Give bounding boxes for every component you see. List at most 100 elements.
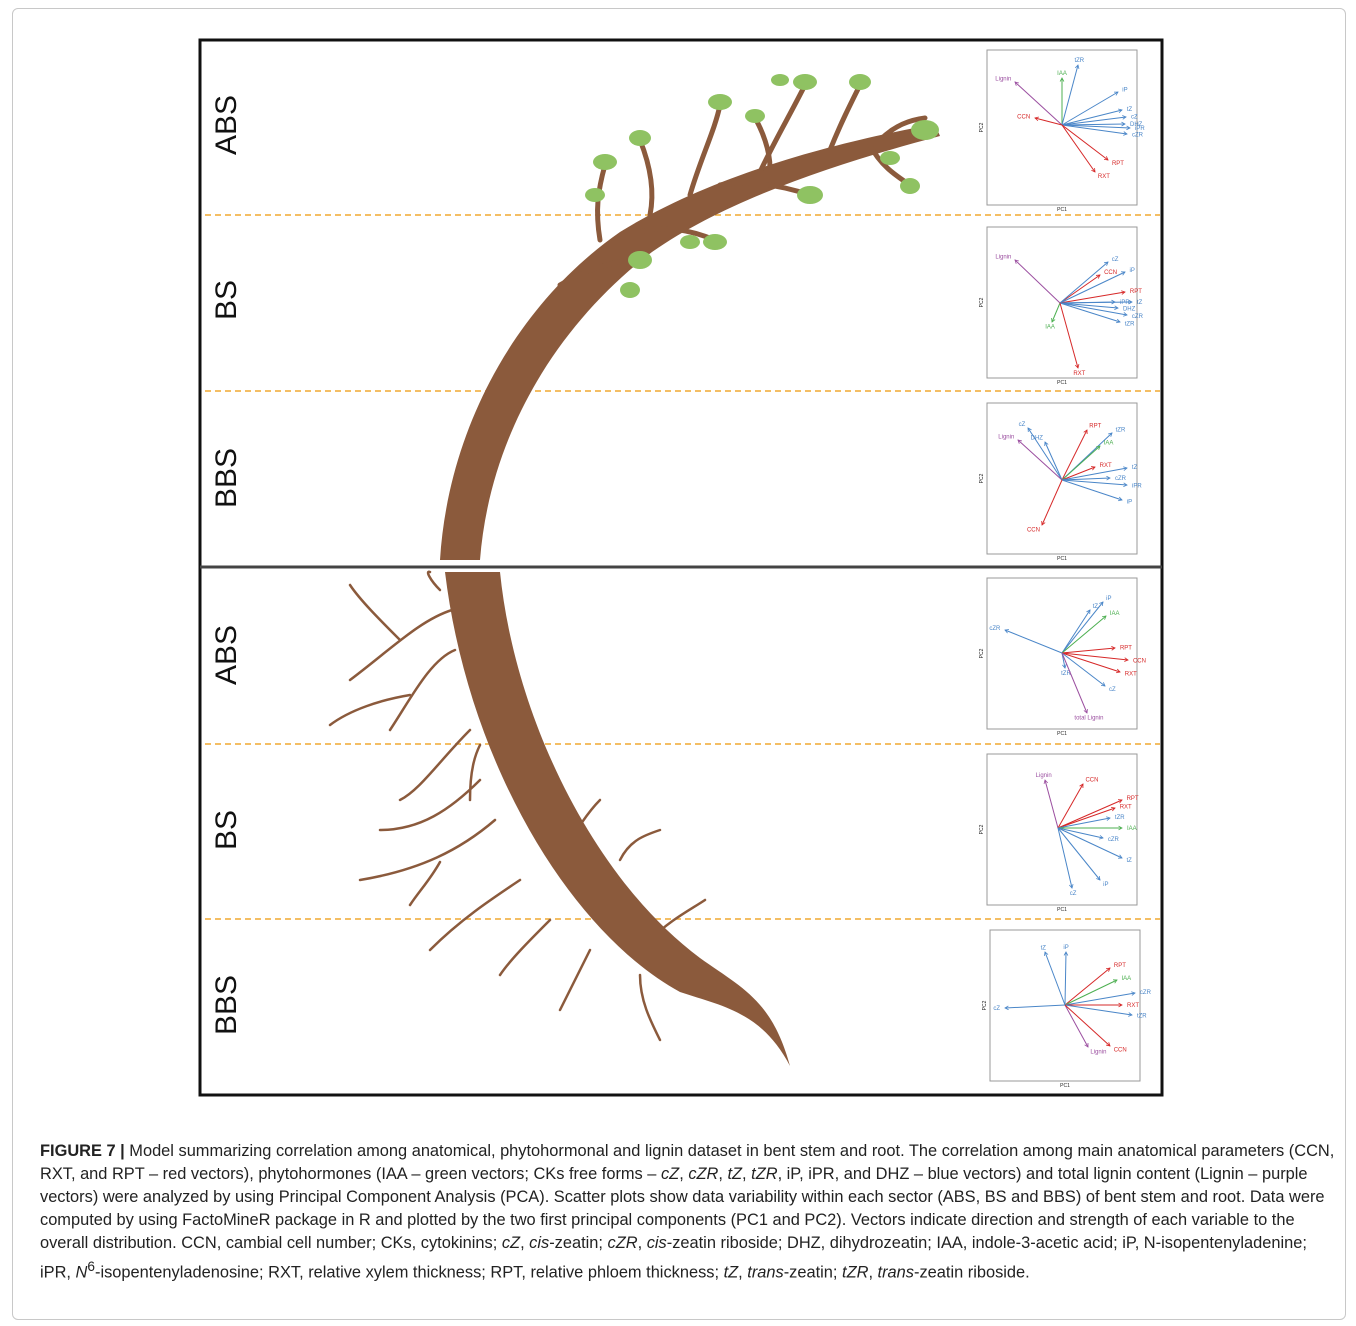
- pca-vector-label: iPR: [1132, 483, 1142, 489]
- pca-vector: [1059, 302, 1128, 316]
- pca-arrowhead: [1114, 305, 1119, 310]
- pca-arrowhead: [1099, 601, 1104, 607]
- caption-text: ,: [742, 1165, 752, 1183]
- sector-label: BS: [210, 280, 243, 320]
- caption-text: cZR: [688, 1165, 719, 1183]
- pca-arrowhead: [1123, 312, 1128, 317]
- pca-vector-label: RXT: [1100, 463, 1112, 469]
- pca-vector: [1059, 274, 1101, 304]
- pca-vector-label: tZ: [1132, 465, 1138, 471]
- pca-vector-label: RXT: [1098, 174, 1110, 180]
- pca-y-label: PC2: [979, 473, 985, 483]
- figure: ABSBSBBSABSBSBBSPC1PC2LigninIAAtZRiPtZcZ…: [198, 38, 1164, 1097]
- caption-text: trans: [747, 1263, 784, 1282]
- pca-vector: [1059, 302, 1121, 323]
- pca-vector: [1017, 439, 1063, 481]
- pca-vector-label: CCN: [1085, 778, 1098, 784]
- caption-text: cZR: [607, 1234, 638, 1252]
- pca-vector: [1057, 827, 1123, 859]
- pca-vector: [1051, 302, 1061, 323]
- pca-vector: [1034, 117, 1063, 126]
- pca-vector-label: Lignin: [995, 255, 1011, 261]
- pca-arrowhead: [1120, 271, 1126, 276]
- pca-arrowhead: [1121, 121, 1126, 127]
- pca-arrowhead: [1118, 108, 1123, 114]
- pca-arrowhead: [1096, 875, 1101, 881]
- root-drawing: [328, 570, 790, 1066]
- pca-arrowhead: [1115, 318, 1121, 324]
- caption-text: tZR: [751, 1165, 778, 1183]
- pca-vector-label: iP: [1127, 500, 1132, 506]
- caption-text: ,: [679, 1165, 689, 1183]
- pca-vector: [1064, 992, 1136, 1006]
- caption-text: cZ: [501, 1234, 521, 1252]
- pca-vector: [1057, 783, 1084, 829]
- pca-x-label: PC1: [1057, 556, 1067, 562]
- caption-text: -zeatin;: [549, 1234, 608, 1252]
- pca-vector: [1059, 261, 1109, 304]
- pca-arrowhead: [1123, 482, 1128, 488]
- pca-vector: [1064, 967, 1111, 1006]
- pca-vector-label: RPT: [1089, 424, 1101, 430]
- pca-vector-label: cZR: [1132, 314, 1144, 320]
- pca-arrowhead: [1100, 682, 1106, 687]
- caption-text: , iP, iPR, and DHZ – blue vectors) and t…: [40, 1165, 1325, 1252]
- pca-vector: [1014, 259, 1061, 304]
- pca-vector: [1061, 123, 1126, 126]
- pca-vector: [1061, 479, 1128, 486]
- pca-vector: [1057, 827, 1101, 881]
- pca-arrowhead: [1128, 1012, 1133, 1017]
- pca-arrowhead: [1110, 806, 1116, 812]
- pca-vector-label: tZR: [1115, 815, 1125, 821]
- caption-text: FIGURE 7 |: [40, 1142, 130, 1160]
- pca-vector-label: tZ: [1127, 107, 1133, 113]
- pca-vector-label: cZR: [1132, 133, 1144, 139]
- pca-vector-label: CCN: [1017, 115, 1030, 121]
- pca-vector-label: RPT: [1120, 646, 1132, 652]
- pca-vector: [1059, 271, 1126, 304]
- pca-vector: [1057, 827, 1104, 839]
- pca-vector-label: tZ: [1127, 858, 1133, 864]
- pca-vector-label: Lignin: [998, 435, 1014, 441]
- pca-vector: [1064, 1004, 1111, 1047]
- pca-y-label: PC2: [982, 1000, 988, 1010]
- pca-arrowhead: [1113, 91, 1119, 96]
- pca-vector-label: Lignin: [995, 77, 1011, 83]
- pca-vector-label: RXT: [1073, 371, 1085, 377]
- pca-vector: [1059, 302, 1119, 309]
- pca-arrowhead: [1099, 835, 1104, 840]
- pca-arrowhead: [1105, 967, 1111, 972]
- pca-arrowhead: [1034, 116, 1039, 122]
- pca-arrowhead: [1079, 783, 1084, 789]
- pca-arrowhead: [1084, 1043, 1089, 1048]
- pca-vector: [1044, 779, 1059, 829]
- pca-x-label: PC1: [1057, 731, 1067, 737]
- caption-text: -zeatin riboside; DHZ, dihydrozeatin; IA…: [40, 1234, 1307, 1282]
- pca-vector: [1061, 124, 1131, 129]
- pca-vector-label: RPT: [1112, 161, 1124, 167]
- pca-vector: [1061, 615, 1107, 654]
- pca-arrowhead: [1117, 799, 1123, 804]
- caption-text: ,: [868, 1263, 878, 1282]
- pca-arrowhead: [1123, 466, 1128, 471]
- pca-vector-label: tZR: [1137, 1014, 1147, 1020]
- pca-vector-label: cZR: [1108, 837, 1120, 843]
- pca-vector-label: IAA: [1122, 976, 1132, 982]
- pca-arrowhead: [1106, 1042, 1111, 1047]
- pca-vector: [1061, 124, 1096, 173]
- pca-vector: [1057, 807, 1116, 829]
- pca-vector-label: tZR: [1125, 322, 1135, 328]
- pca-arrowhead: [1017, 439, 1022, 444]
- caption-text: -isopentenyladenosine; RXT, relative xyl…: [94, 1263, 724, 1282]
- pca-arrowhead: [1131, 991, 1136, 996]
- pca-vector-label: iP: [1063, 945, 1068, 951]
- pca-vector: [1061, 429, 1088, 481]
- pca-arrowhead: [1111, 646, 1116, 651]
- sector-label: BBS: [210, 975, 243, 1035]
- pca-arrowhead: [1014, 259, 1019, 264]
- pca-arrowhead: [1027, 427, 1032, 433]
- pca-x-label: PC1: [1057, 907, 1067, 913]
- pca-vector-label: Lignin: [1036, 773, 1052, 779]
